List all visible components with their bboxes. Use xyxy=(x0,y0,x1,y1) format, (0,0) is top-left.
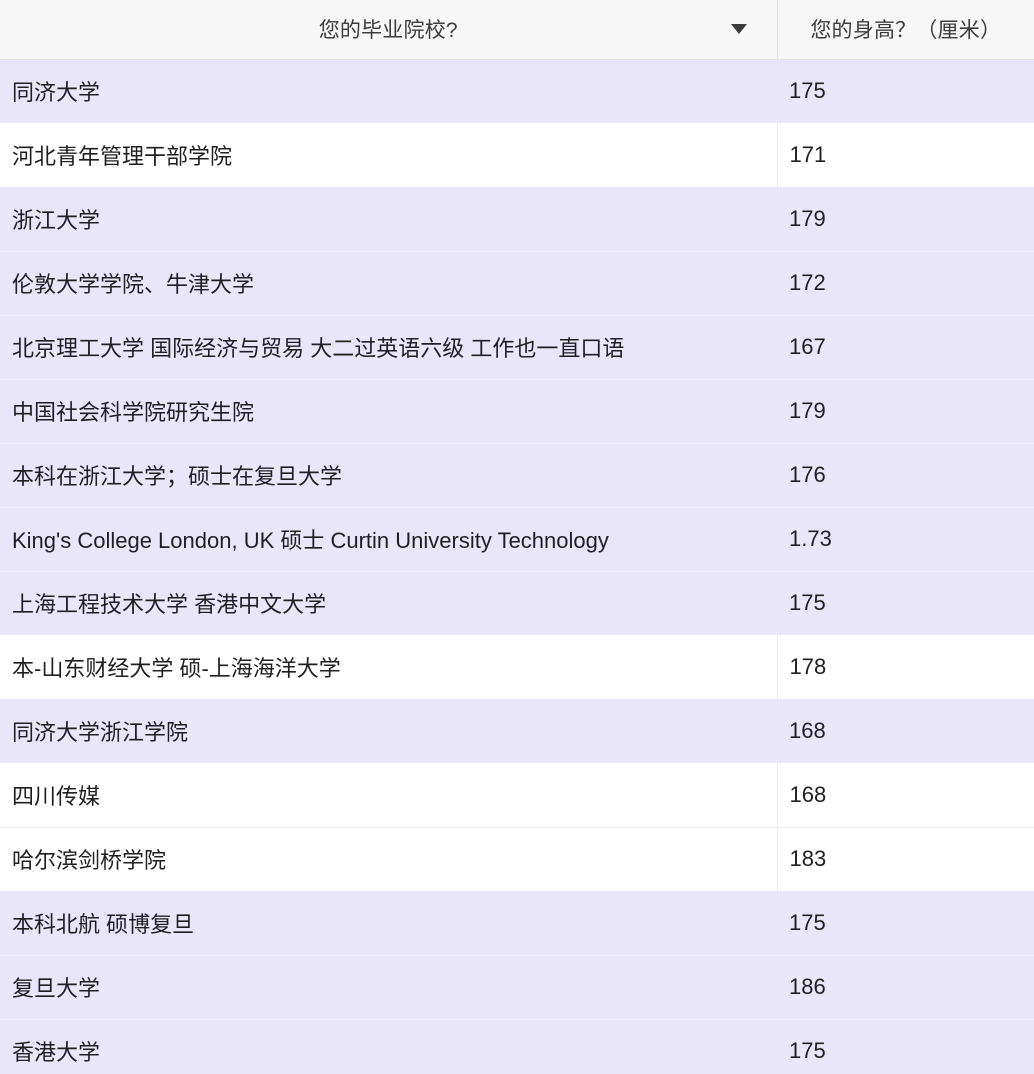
cell-school: 哈尔滨剑桥学院 xyxy=(0,826,777,891)
cell-school-text: 北京理工大学 国际经济与贸易 大二过英语六级 工作也一直口语 xyxy=(12,336,625,361)
cell-school: King's College London, UK 硕士 Curtin Univ… xyxy=(0,506,777,571)
cell-school: 中国社会科学院研究生院 xyxy=(0,378,777,443)
column-header-school-label: 您的毕业院校? xyxy=(318,19,458,43)
cell-height-text: 175 xyxy=(789,78,826,104)
chevron-down-icon[interactable] xyxy=(730,24,747,35)
cell-school-text: 本科北航 硕博复旦 xyxy=(12,911,195,937)
cell-school-text: 伦敦大学学院、牛津大学 xyxy=(12,272,255,297)
cell-school: 本科在浙江大学；硕士在复旦大学 xyxy=(0,442,777,507)
cell-school: 伦敦大学学院、牛津大学 xyxy=(0,250,777,315)
cell-school-text: 同济大学浙江学院 xyxy=(12,720,189,745)
cell-height-text: 179 xyxy=(789,205,826,231)
cell-height-text: 168 xyxy=(789,781,827,807)
cell-school: 上海工程技术大学 香港中文大学 xyxy=(0,570,777,635)
table-body: 同济大学 175 河北青年管理干部学院 171 浙江大学 179 伦敦大学学院、牛津大学 17… xyxy=(0,59,1034,1074)
cell-school-text: 同济大学 xyxy=(12,80,101,106)
cell-height-text: 1.73 xyxy=(789,526,832,551)
cell-school-text: 上海工程技术大学 香港中文大学 xyxy=(12,592,327,618)
cell-height-text: 175 xyxy=(789,1038,826,1064)
cell-height-text: 175 xyxy=(789,590,826,616)
table-row[interactable]: 上海工程技术大学 香港中文大学 175 xyxy=(0,570,1034,635)
table-row[interactable]: King's College London, UK 硕士 Curtin Univ… xyxy=(0,506,1034,571)
cell-school: 四川传媒 xyxy=(0,763,777,827)
cell-height: 172 xyxy=(777,250,1034,315)
table-row[interactable]: 香港大学 175 xyxy=(0,1018,1034,1074)
cell-height: 175 xyxy=(777,570,1034,635)
table-row[interactable]: 中国社会科学院研究生院 179 xyxy=(0,378,1034,443)
cell-height: 175 xyxy=(777,1018,1034,1074)
cell-school: 复旦大学 xyxy=(0,954,777,1019)
column-header-height-label: 您的身高？（厘米） xyxy=(810,19,1002,43)
cell-school-text: 本科在浙江大学；硕士在复旦大学 xyxy=(12,464,343,489)
table-row[interactable]: 哈尔滨剑桥学院 183 xyxy=(0,826,1034,891)
cell-school: 香港大学 xyxy=(0,1018,777,1074)
table-row[interactable]: 浙江大学 179 xyxy=(0,187,1034,251)
table-row[interactable]: 北京理工大学 国际经济与贸易 大二过英语六级 工作也一直口语 167 xyxy=(0,314,1034,379)
cell-height: 183 xyxy=(776,826,1034,891)
table-header: 您的毕业院校? 您的身高？（厘米） xyxy=(0,0,1034,60)
cell-height: 176 xyxy=(777,442,1034,507)
cell-height: 167 xyxy=(777,314,1034,379)
cell-height-text: 171 xyxy=(789,142,827,167)
table-row[interactable]: 本科北航 硕博复旦 175 xyxy=(0,891,1034,955)
cell-height-text: 172 xyxy=(789,270,826,295)
cell-height: 1.73 xyxy=(777,506,1034,571)
cell-school-text: 河北青年管理干部学院 xyxy=(12,144,233,169)
column-header-height[interactable]: 您的身高？（厘米） xyxy=(776,0,1034,60)
cell-height: 175 xyxy=(777,891,1034,955)
table-row[interactable]: 伦敦大学学院、牛津大学 172 xyxy=(0,250,1034,315)
cell-height: 179 xyxy=(777,187,1034,251)
cell-school-text: 四川传媒 xyxy=(12,783,101,809)
cell-school: 河北青年管理干部学院 xyxy=(0,123,777,187)
cell-height-text: 179 xyxy=(789,398,826,423)
table-row[interactable]: 本科在浙江大学；硕士在复旦大学 176 xyxy=(0,442,1034,507)
cell-height-text: 186 xyxy=(789,974,826,999)
table-row[interactable]: 本-山东财经大学 硕-上海海洋大学 178 xyxy=(0,635,1034,699)
header-row: 您的毕业院校? 您的身高？（厘米） xyxy=(0,0,1034,60)
cell-school: 同济大学 xyxy=(0,59,777,123)
cell-school-text: King's College London, UK 硕士 Curtin Univ… xyxy=(12,528,609,553)
cell-school-text: 浙江大学 xyxy=(12,207,101,233)
cell-school: 浙江大学 xyxy=(0,187,777,251)
cell-height-text: 175 xyxy=(789,909,826,935)
cell-height-text: 176 xyxy=(789,462,826,487)
cell-school: 本科北航 硕博复旦 xyxy=(0,891,777,955)
cell-height-text: 178 xyxy=(789,654,827,679)
cell-school: 北京理工大学 国际经济与贸易 大二过英语六级 工作也一直口语 xyxy=(0,314,777,379)
cell-height: 168 xyxy=(776,763,1034,827)
cell-height: 186 xyxy=(777,954,1034,1019)
cell-height: 171 xyxy=(776,123,1034,187)
table-row[interactable]: 复旦大学 186 xyxy=(0,954,1034,1019)
cell-height-text: 167 xyxy=(789,334,826,359)
cell-school-text: 香港大学 xyxy=(12,1040,101,1066)
cell-height-text: 168 xyxy=(789,718,826,743)
cell-height: 168 xyxy=(777,699,1034,763)
table-row[interactable]: 河北青年管理干部学院 171 xyxy=(0,123,1034,187)
table-row[interactable]: 四川传媒 168 xyxy=(0,763,1034,827)
cell-school-text: 复旦大学 xyxy=(12,976,101,1001)
table-row[interactable]: 同济大学浙江学院 168 xyxy=(0,699,1034,763)
table-row[interactable]: 同济大学 175 xyxy=(0,59,1034,123)
cell-height: 179 xyxy=(777,378,1034,443)
column-header-school[interactable]: 您的毕业院校? xyxy=(0,0,777,60)
cell-height-text: 183 xyxy=(789,846,827,872)
cell-school-text: 中国社会科学院研究生院 xyxy=(12,400,255,425)
cell-school-text: 哈尔滨剑桥学院 xyxy=(12,848,167,874)
cell-school: 本-山东财经大学 硕-上海海洋大学 xyxy=(0,635,777,699)
cell-height: 178 xyxy=(776,635,1034,699)
cell-height: 175 xyxy=(777,59,1034,123)
cell-school-text: 本-山东财经大学 硕-上海海洋大学 xyxy=(12,656,341,681)
cell-school: 同济大学浙江学院 xyxy=(0,699,777,763)
